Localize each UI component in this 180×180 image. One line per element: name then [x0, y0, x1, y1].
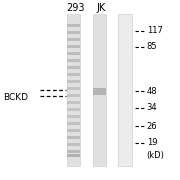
Text: 117: 117 — [147, 26, 163, 35]
FancyBboxPatch shape — [93, 88, 106, 95]
FancyBboxPatch shape — [67, 59, 80, 62]
FancyBboxPatch shape — [93, 14, 106, 166]
FancyBboxPatch shape — [67, 66, 80, 69]
FancyBboxPatch shape — [67, 52, 80, 55]
FancyBboxPatch shape — [67, 150, 80, 153]
FancyBboxPatch shape — [67, 31, 80, 34]
Text: 293: 293 — [67, 3, 85, 13]
FancyBboxPatch shape — [67, 101, 80, 104]
FancyBboxPatch shape — [67, 14, 80, 166]
FancyBboxPatch shape — [67, 87, 80, 90]
Text: (kD): (kD) — [147, 150, 165, 159]
FancyBboxPatch shape — [67, 115, 80, 118]
Text: 19: 19 — [147, 138, 157, 147]
FancyBboxPatch shape — [67, 80, 80, 83]
FancyBboxPatch shape — [67, 129, 80, 132]
Text: JK: JK — [96, 3, 105, 13]
FancyBboxPatch shape — [118, 14, 132, 166]
Text: 34: 34 — [147, 103, 157, 112]
FancyBboxPatch shape — [67, 154, 80, 158]
FancyBboxPatch shape — [67, 136, 80, 139]
Text: 85: 85 — [147, 42, 157, 51]
FancyBboxPatch shape — [67, 108, 80, 111]
Text: 48: 48 — [147, 87, 157, 96]
FancyBboxPatch shape — [67, 73, 80, 76]
FancyBboxPatch shape — [67, 45, 80, 48]
Text: BCKD: BCKD — [3, 93, 28, 102]
FancyBboxPatch shape — [67, 143, 80, 146]
FancyBboxPatch shape — [67, 122, 80, 125]
FancyBboxPatch shape — [67, 38, 80, 41]
FancyBboxPatch shape — [67, 94, 80, 97]
FancyBboxPatch shape — [67, 24, 80, 27]
Text: 26: 26 — [147, 122, 157, 131]
